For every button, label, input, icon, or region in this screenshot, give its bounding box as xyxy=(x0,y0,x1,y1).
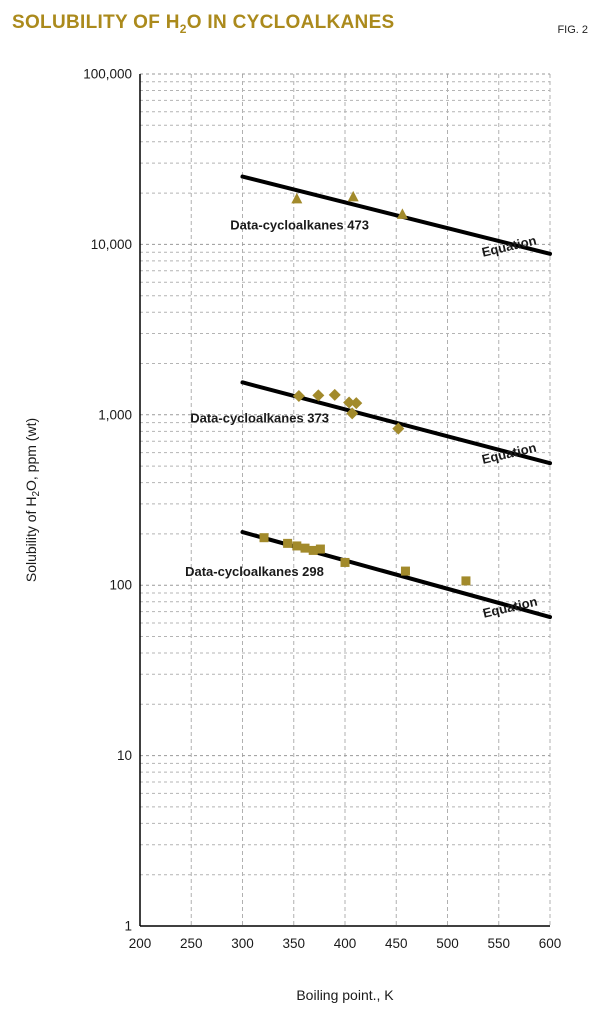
triangle-marker xyxy=(347,190,359,202)
diamond-marker xyxy=(392,422,405,435)
diamond-marker xyxy=(328,388,341,401)
x-tick-label: 450 xyxy=(385,936,408,951)
page-title-pre: SOLUBILITY OF H xyxy=(12,12,180,33)
x-tick-label: 550 xyxy=(487,936,510,951)
x-axis-title: Boiling point., K xyxy=(296,987,394,1003)
figure-number: FIG. 2 xyxy=(557,24,588,36)
y-tick-label: 10,000 xyxy=(91,237,132,252)
diamond-marker xyxy=(350,397,363,410)
diamond-marker xyxy=(346,407,359,420)
y-tick-label: 10 xyxy=(117,748,132,763)
diamond-marker xyxy=(292,389,305,402)
square-marker xyxy=(308,545,318,555)
series-298: Data-cycloalkanes 298 Equation xyxy=(185,530,552,621)
x-tick-label: 250 xyxy=(180,936,203,951)
plot-gridlines xyxy=(140,73,551,926)
square-marker xyxy=(315,544,325,554)
page-title-post: O IN CYCLOALKANES xyxy=(186,12,395,33)
y-tick-label: 100 xyxy=(109,578,132,593)
diamond-marker xyxy=(343,396,356,409)
equation-label: Equation xyxy=(481,594,539,621)
page-title-sub: 2 xyxy=(179,21,187,36)
square-marker xyxy=(340,557,350,567)
series-label: Data-cycloalkanes 373 xyxy=(190,411,329,426)
chart-svg: 200 250 300 350 400 450 500 550 600 1 10 100 1,000 10… xyxy=(23,67,562,1004)
series-label: Data-cycloalkanes 473 xyxy=(230,218,369,233)
square-marker xyxy=(259,533,269,543)
series-label: Data-cycloalkanes 298 xyxy=(185,564,324,579)
square-marker xyxy=(300,543,310,553)
square-marker xyxy=(283,538,293,548)
y-tick-label: 100,000 xyxy=(83,67,132,82)
x-tick-label: 500 xyxy=(436,936,459,951)
triangle-marker xyxy=(396,208,408,219)
diamond-marker xyxy=(312,389,325,402)
square-marker xyxy=(400,566,410,576)
x-tick-label: 400 xyxy=(334,936,357,951)
x-tick-label: 300 xyxy=(231,936,254,951)
page-title: SOLUBILITY OF H2O IN CYCLOALKANES xyxy=(12,12,588,36)
series-373: Data-cycloalkanes 373 Equation xyxy=(190,380,552,467)
x-tick-label: 350 xyxy=(282,936,305,951)
square-marker xyxy=(461,576,471,586)
y-axis-title: Solubility of H2O, ppm (wt) xyxy=(23,418,42,582)
trend-line xyxy=(240,174,552,256)
x-tick-label: 200 xyxy=(129,936,152,951)
x-tick-label: 600 xyxy=(539,936,562,951)
equation-label: Equation xyxy=(480,440,538,467)
solubility-chart: 200 250 300 350 400 450 500 550 600 1 10 100 1,000 10… xyxy=(0,44,600,1017)
y-tick-label: 1 xyxy=(124,919,132,934)
triangle-marker xyxy=(291,192,303,204)
y-tick-label: 1,000 xyxy=(98,407,132,422)
figure-header: SOLUBILITY OF H2O IN CYCLOALKANES FIG. 2 xyxy=(0,0,600,44)
square-marker xyxy=(292,541,302,551)
